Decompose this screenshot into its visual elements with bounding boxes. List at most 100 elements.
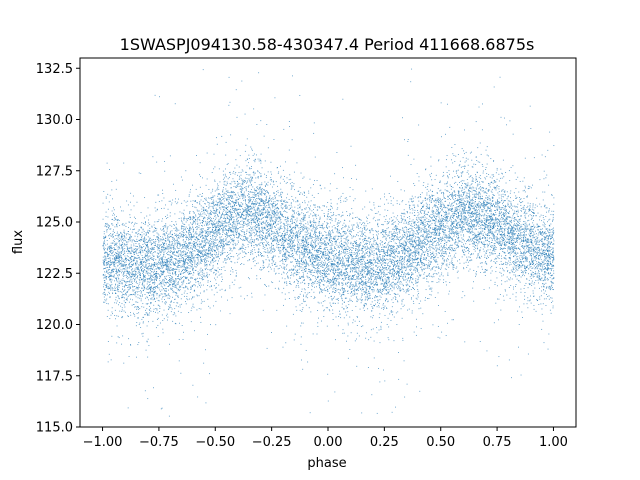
data-point: [341, 167, 343, 169]
data-point: [365, 274, 367, 276]
data-point: [308, 284, 309, 286]
data-point: [398, 242, 400, 244]
data-point: [509, 297, 511, 299]
data-point: [196, 233, 198, 235]
data-point: [123, 362, 125, 364]
data-point: [534, 273, 536, 274]
data-point: [246, 220, 248, 222]
data-point: [144, 249, 146, 251]
data-point: [255, 234, 257, 236]
data-point: [414, 289, 415, 291]
data-point: [174, 292, 176, 293]
data-point: [110, 286, 112, 288]
data-point: [371, 306, 373, 308]
data-point: [156, 286, 158, 287]
data-point: [288, 298, 290, 299]
data-point: [305, 265, 307, 267]
data-point: [351, 228, 353, 230]
data-point: [253, 257, 255, 259]
data-point: [284, 282, 286, 284]
data-point: [107, 361, 109, 363]
data-point: [532, 215, 534, 217]
data-point: [276, 239, 278, 241]
data-point: [423, 229, 425, 231]
data-point: [311, 285, 313, 287]
data-point: [284, 266, 286, 268]
data-point: [503, 215, 505, 217]
data-point: [364, 291, 365, 293]
data-point: [246, 138, 248, 140]
data-point: [319, 287, 320, 289]
data-point: [453, 222, 455, 224]
data-point: [150, 242, 152, 244]
data-point: [136, 307, 138, 309]
data-point: [314, 297, 316, 299]
data-point: [353, 253, 355, 255]
data-point: [129, 237, 130, 239]
data-point: [433, 195, 435, 196]
data-point: [117, 286, 119, 287]
data-point: [316, 228, 317, 230]
data-point: [183, 229, 184, 231]
data-point: [543, 263, 545, 265]
data-point: [229, 313, 231, 315]
data-point: [340, 261, 341, 263]
data-point: [467, 227, 469, 229]
data-point: [516, 278, 518, 280]
data-point: [550, 270, 552, 272]
data-point: [463, 192, 465, 194]
data-point: [391, 247, 393, 249]
data-point: [412, 201, 413, 203]
data-point: [507, 231, 509, 233]
data-point: [519, 200, 521, 202]
data-point: [262, 202, 264, 204]
data-point: [302, 257, 304, 259]
data-point: [506, 198, 508, 200]
data-point: [266, 195, 268, 197]
data-point: [552, 274, 554, 276]
data-point: [111, 311, 113, 313]
data-point: [485, 204, 487, 206]
data-point: [292, 229, 294, 231]
data-point: [205, 253, 206, 255]
data-point: [158, 250, 160, 252]
data-point: [165, 243, 167, 245]
data-point: [428, 298, 430, 300]
data-point: [212, 201, 214, 203]
data-point: [404, 267, 406, 269]
data-point: [108, 258, 110, 260]
data-point: [421, 266, 423, 268]
data-point: [341, 269, 343, 271]
data-point: [107, 227, 109, 228]
data-point: [443, 203, 445, 205]
data-point: [526, 260, 528, 262]
data-point: [110, 255, 112, 257]
data-point: [366, 274, 368, 276]
data-point: [215, 287, 216, 289]
data-point: [146, 340, 148, 342]
data-point: [137, 241, 139, 242]
data-point: [466, 240, 467, 242]
data-point: [207, 236, 209, 237]
data-point: [496, 238, 498, 239]
data-point: [550, 287, 552, 289]
data-point: [324, 271, 326, 272]
data-point: [344, 265, 346, 267]
data-point: [513, 224, 515, 226]
data-point: [507, 200, 509, 202]
data-point: [205, 184, 207, 186]
data-point: [181, 202, 183, 204]
data-point: [104, 259, 105, 261]
data-point: [391, 271, 393, 273]
data-point: [457, 199, 459, 201]
data-point: [466, 178, 468, 180]
data-point: [252, 206, 254, 208]
data-point: [544, 256, 545, 257]
data-point: [503, 235, 505, 237]
data-point: [344, 252, 346, 254]
data-point: [478, 212, 480, 214]
data-point: [240, 202, 242, 204]
data-point: [431, 222, 433, 224]
data-point: [303, 228, 305, 230]
data-point: [328, 269, 329, 271]
